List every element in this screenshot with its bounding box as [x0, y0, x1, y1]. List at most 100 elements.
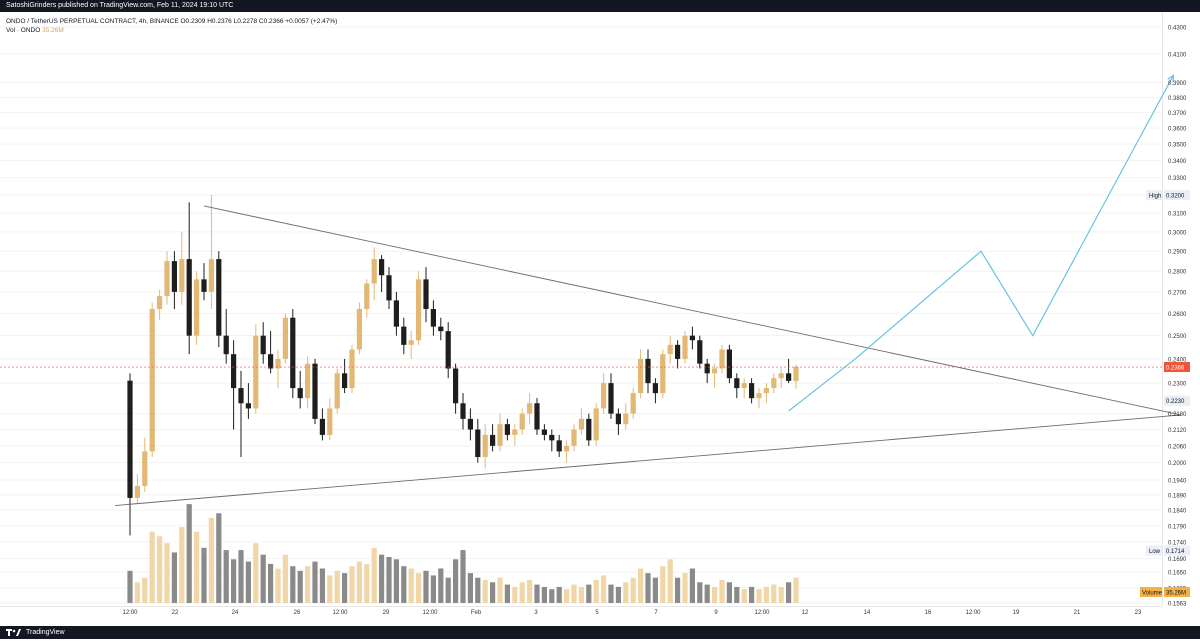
volume-bar — [475, 577, 481, 603]
candle-body — [519, 413, 525, 430]
time-axis[interactable] — [0, 606, 1162, 619]
candle-body — [401, 326, 407, 345]
volume-bar — [689, 568, 695, 603]
volume-bar — [786, 582, 792, 603]
candle-body — [541, 429, 547, 435]
volume-bar — [157, 536, 163, 603]
candle-body — [652, 383, 658, 394]
volume-bar — [527, 580, 533, 603]
volume-bar — [460, 550, 466, 603]
volume-bar — [194, 531, 200, 603]
publisher-text: SatoshiGrinders published on TradingView… — [6, 2, 234, 9]
volume-bar — [541, 586, 547, 603]
candle-body — [371, 259, 377, 284]
volume-bar — [623, 582, 629, 603]
candle-body — [689, 335, 695, 341]
volume-bar — [164, 543, 170, 603]
low-label-tag — [1146, 545, 1162, 556]
volume-bar — [268, 563, 274, 603]
volume-bar — [223, 550, 229, 603]
candle-body — [638, 358, 644, 394]
volume-bar — [142, 577, 148, 603]
candle-body — [504, 424, 510, 435]
volume-bar — [467, 573, 473, 603]
volume-bar — [675, 577, 681, 603]
volume-bar — [208, 517, 214, 603]
candle-body — [453, 368, 459, 404]
candle-body — [253, 335, 259, 409]
volume-bar — [179, 527, 185, 603]
volume-bar — [453, 559, 459, 603]
candle-body — [275, 358, 281, 369]
volume-bar — [186, 504, 192, 603]
volume-bar — [793, 577, 799, 603]
candle-body — [778, 373, 784, 379]
candle-body — [675, 344, 681, 359]
volume-indicator-label[interactable]: Vol · ONDO — [6, 27, 41, 34]
candle-body — [615, 413, 621, 425]
volume-bar — [319, 568, 325, 603]
candle-body — [416, 279, 422, 341]
volume-bar — [564, 589, 570, 603]
candle-body — [297, 388, 303, 399]
volume-bar — [749, 586, 755, 603]
candle-body — [268, 354, 274, 369]
candle-body — [238, 388, 244, 404]
volume-bar — [149, 531, 155, 603]
candle-body — [245, 403, 251, 409]
footer-bar: TradingView — [0, 626, 1200, 639]
volume-bar — [593, 580, 599, 603]
candle-body — [364, 283, 370, 309]
volume-bar — [756, 589, 762, 603]
candle-body — [134, 485, 140, 498]
candle-body — [460, 403, 466, 419]
candle-body — [282, 317, 288, 359]
candle-body — [430, 308, 436, 327]
high-label: High — [1149, 194, 1161, 200]
candle-body — [223, 335, 229, 355]
volume-bar — [734, 586, 740, 603]
publisher-bar: SatoshiGrinders published on TradingView… — [0, 0, 1200, 12]
candle-body — [349, 349, 355, 389]
volume-bar — [763, 586, 769, 603]
volume-bar — [430, 575, 436, 603]
candle-body — [571, 429, 577, 446]
volume-bar — [393, 559, 399, 603]
candle-body — [260, 335, 266, 355]
volume-bar — [652, 577, 658, 603]
volume-bar — [638, 568, 644, 603]
candle-body — [386, 275, 392, 301]
candle-body — [179, 259, 185, 292]
volume-bar — [297, 570, 303, 603]
volume-bar — [519, 582, 525, 603]
volume-bar — [704, 584, 710, 603]
volume-bar — [216, 513, 222, 603]
candle-body — [564, 445, 570, 452]
volume-bar — [305, 566, 311, 603]
volume-bar — [682, 573, 688, 603]
candle-body — [763, 388, 769, 394]
symbol-info[interactable]: ONDO / TetherUS PERPETUAL CONTRACT, 4h, … — [6, 18, 179, 25]
volume-bar — [571, 584, 577, 603]
candle-body — [290, 317, 296, 389]
volume-bar — [238, 550, 244, 603]
low-label: Low — [1149, 549, 1161, 555]
ohlc-values: O0.2309 H0.2376 L0.2278 C0.2366 +0.0057 … — [180, 18, 338, 25]
volume-bar — [667, 559, 673, 603]
volume-bar — [260, 554, 266, 603]
candle-body — [497, 424, 503, 446]
candle-body — [445, 331, 451, 369]
candle-body — [741, 383, 747, 389]
candle-body — [527, 403, 533, 414]
volume-bar — [253, 543, 259, 603]
candle-body — [157, 296, 163, 309]
volume-bar — [586, 584, 592, 603]
projection-path — [788, 75, 1174, 412]
volume-bar — [615, 586, 621, 603]
price-axis[interactable] — [1162, 12, 1200, 606]
volume-bar — [364, 563, 370, 603]
volume-bar — [438, 568, 444, 603]
candle-body — [697, 340, 703, 364]
candle-body — [408, 340, 414, 345]
